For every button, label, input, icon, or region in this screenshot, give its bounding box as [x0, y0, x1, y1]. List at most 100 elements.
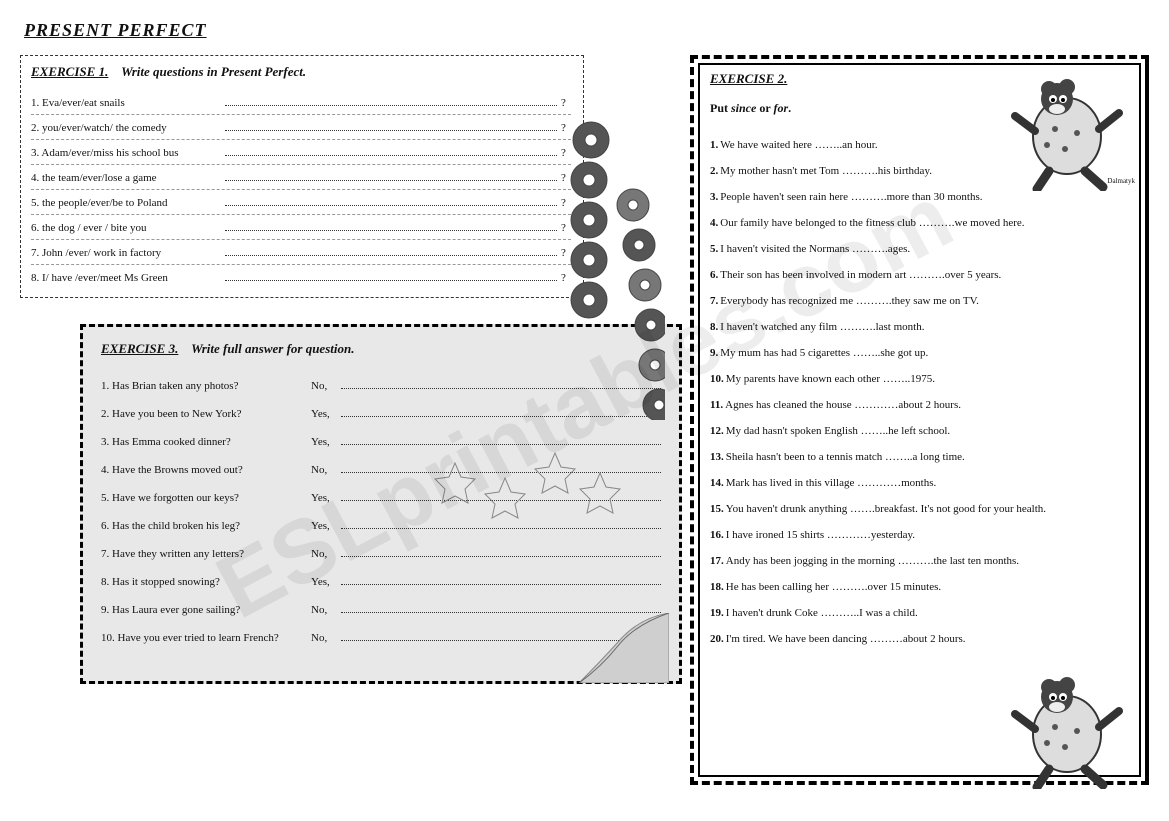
- exercise-2-item: 13.Sheila hasn't been to a tennis match …: [710, 444, 1129, 470]
- answer-blank[interactable]: [225, 95, 557, 106]
- exercise-3-item: 8. Has it stopped snowing?Yes,: [101, 567, 661, 595]
- exercise-2-item: 16.I have ironed 15 shirts …………yesterday…: [710, 522, 1129, 548]
- item-text: Agnes has cleaned the house …………about 2 …: [725, 399, 961, 411]
- exercise-3-question: 8. Has it stopped snowing?: [101, 576, 311, 588]
- item-text: Mark has lived in this village …………month…: [726, 477, 937, 489]
- exercise-2-item: 8.I haven't watched any film ……….last mo…: [710, 314, 1129, 340]
- item-number: 3.: [710, 191, 718, 203]
- exercise-2-item: 14.Mark has lived in this village …………mo…: [710, 470, 1129, 496]
- item-number: 9.: [710, 347, 718, 359]
- exercise-3-question: 6. Has the child broken his leg?: [101, 520, 311, 532]
- answer-blank[interactable]: [225, 220, 557, 231]
- exercise-3-answer-word: No,: [311, 632, 339, 644]
- item-text: My dad hasn't spoken English ……..he left…: [726, 425, 950, 437]
- item-text: We have waited here ……..an hour.: [720, 139, 877, 151]
- item-number: 6.: [710, 269, 718, 281]
- exercise-1-box: EXERCISE 1. Write questions in Present P…: [20, 55, 584, 298]
- item-text: I haven't visited the Normans ……….ages.: [720, 243, 910, 255]
- item-number: 14.: [710, 477, 724, 489]
- exercise-3-answer-word: Yes,: [311, 492, 339, 504]
- exercise-1-item: 5. the people/ever/be to Poland?: [31, 190, 571, 215]
- exercise-2-item: 18.He has been calling her ……….over 15 m…: [710, 574, 1129, 600]
- exercise-3-question: 3. Has Emma cooked dinner?: [101, 436, 311, 448]
- item-text: My mother hasn't met Tom ……….his birthda…: [720, 165, 932, 177]
- exercise-3-question: 7. Have they written any letters?: [101, 548, 311, 560]
- exercise-3-question: 2. Have you been to New York?: [101, 408, 311, 420]
- answer-blank[interactable]: [225, 145, 557, 156]
- exercise-1-prompt: 7. John /ever/ work in factory: [31, 247, 221, 259]
- exercise-2-item: 10.My parents have known each other ……..…: [710, 366, 1129, 392]
- donut-decoration-icon: [555, 80, 665, 420]
- item-text: People haven't seen rain here ……….more t…: [720, 191, 982, 203]
- item-text: My mum has had 5 cigarettes ……..she got …: [720, 347, 928, 359]
- item-text: I have ironed 15 shirts …………yesterday.: [726, 529, 915, 541]
- exercise-2-item: 5.I haven't visited the Normans ……….ages…: [710, 236, 1129, 262]
- exercise-1-item: 8. I/ have /ever/meet Ms Green?: [31, 265, 571, 289]
- item-number: 8.: [710, 321, 718, 333]
- item-text: You haven't drunk anything …….breakfast.…: [726, 503, 1046, 515]
- exercise-1-item: 6. the dog / ever / bite you?: [31, 215, 571, 240]
- item-text: My parents have known each other ……..197…: [726, 373, 935, 385]
- exercise-3-label: EXERCISE 3.: [101, 341, 178, 356]
- cartoon-caption: Dalmatyk: [1107, 177, 1135, 185]
- exercise-1-heading: EXERCISE 1. Write questions in Present P…: [31, 64, 571, 80]
- exercise-2-item: 17.Andy has been jogging in the morning …: [710, 548, 1129, 574]
- item-number: 10.: [710, 373, 724, 385]
- exercise-1-item: 3. Adam/ever/miss his school bus?: [31, 140, 571, 165]
- exercise-2-item: 12.My dad hasn't spoken English ……..he l…: [710, 418, 1129, 444]
- item-number: 7.: [710, 295, 718, 307]
- answer-blank[interactable]: [225, 170, 557, 181]
- answer-blank[interactable]: [225, 120, 557, 131]
- answer-blank[interactable]: [341, 574, 661, 585]
- cartoon-character-top-icon: [1007, 71, 1127, 191]
- exercise-1-prompt: 4. the team/ever/lose a game: [31, 172, 221, 184]
- answer-blank[interactable]: [225, 270, 557, 281]
- item-number: 1.: [710, 139, 718, 151]
- ex2-inst-mid: or: [756, 101, 773, 115]
- item-number: 18.: [710, 581, 724, 593]
- item-text: Andy has been jogging in the morning …………: [726, 555, 1019, 567]
- exercise-2-item: 20.I'm tired. We have been dancing ………ab…: [710, 626, 1129, 652]
- exercise-2-item: 4.Our family have belonged to the fitnes…: [710, 210, 1129, 236]
- exercise-1-prompt: 5. the people/ever/be to Poland: [31, 197, 221, 209]
- item-text: Our family have belonged to the fitness …: [720, 217, 1024, 229]
- item-number: 12.: [710, 425, 724, 437]
- item-number: 11.: [710, 399, 723, 411]
- exercise-3-question: 10. Have you ever tried to learn French?: [101, 632, 311, 644]
- exercise-1-item: 7. John /ever/ work in factory?: [31, 240, 571, 265]
- answer-blank[interactable]: [225, 195, 557, 206]
- item-number: 5.: [710, 243, 718, 255]
- ex2-inst-since: since: [731, 101, 756, 115]
- exercise-1-prompt: 8. I/ have /ever/meet Ms Green: [31, 272, 221, 284]
- item-text: He has been calling her ……….over 15 minu…: [726, 581, 941, 593]
- cartoon-character-bottom-icon: [1007, 669, 1127, 789]
- answer-blank[interactable]: [341, 602, 661, 613]
- exercise-2-item: 15.You haven't drunk anything …….breakfa…: [710, 496, 1129, 522]
- item-number: 15.: [710, 503, 724, 515]
- answer-blank[interactable]: [225, 245, 557, 256]
- exercise-1-label: EXERCISE 1.: [31, 64, 108, 79]
- item-text: Their son has been involved in modern ar…: [720, 269, 1001, 281]
- exercise-1-instruction: Write questions in Present Perfect.: [121, 64, 306, 79]
- exercise-3-item: 7. Have they written any letters?No,: [101, 539, 661, 567]
- item-text: Sheila hasn't been to a tennis match …….…: [726, 451, 965, 463]
- exercise-2-item: 7.Everybody has recognized me ……….they s…: [710, 288, 1129, 314]
- exercise-1-item: 1. Eva/ever/eat snails?: [31, 90, 571, 115]
- exercise-2-item: 6.Their son has been involved in modern …: [710, 262, 1129, 288]
- item-number: 2.: [710, 165, 718, 177]
- page-curl-icon: [579, 613, 669, 683]
- exercise-1-prompt: 2. you/ever/watch/ the comedy: [31, 122, 221, 134]
- answer-blank[interactable]: [341, 546, 661, 557]
- page-title: PRESENT PERFECT: [24, 20, 1149, 41]
- item-text: I'm tired. We have been dancing ………about…: [726, 633, 966, 645]
- ex2-inst-prefix: Put: [710, 101, 731, 115]
- ex2-inst-suffix: .: [788, 101, 791, 115]
- exercise-3-answer-word: No,: [311, 604, 339, 616]
- exercise-3-answer-word: Yes,: [311, 408, 339, 420]
- exercise-2-item: 9.My mum has had 5 cigarettes ……..she go…: [710, 340, 1129, 366]
- exercise-1-prompt: 6. the dog / ever / bite you: [31, 222, 221, 234]
- exercise-2-box: Dalmatyk EXERCISE 2. Put since or for. 1…: [690, 55, 1149, 785]
- exercise-3-answer-word: No,: [311, 380, 339, 392]
- item-text: I haven't drunk Coke ………..I was a child.: [726, 607, 918, 619]
- exercise-2-item: 19.I haven't drunk Coke ………..I was a chi…: [710, 600, 1129, 626]
